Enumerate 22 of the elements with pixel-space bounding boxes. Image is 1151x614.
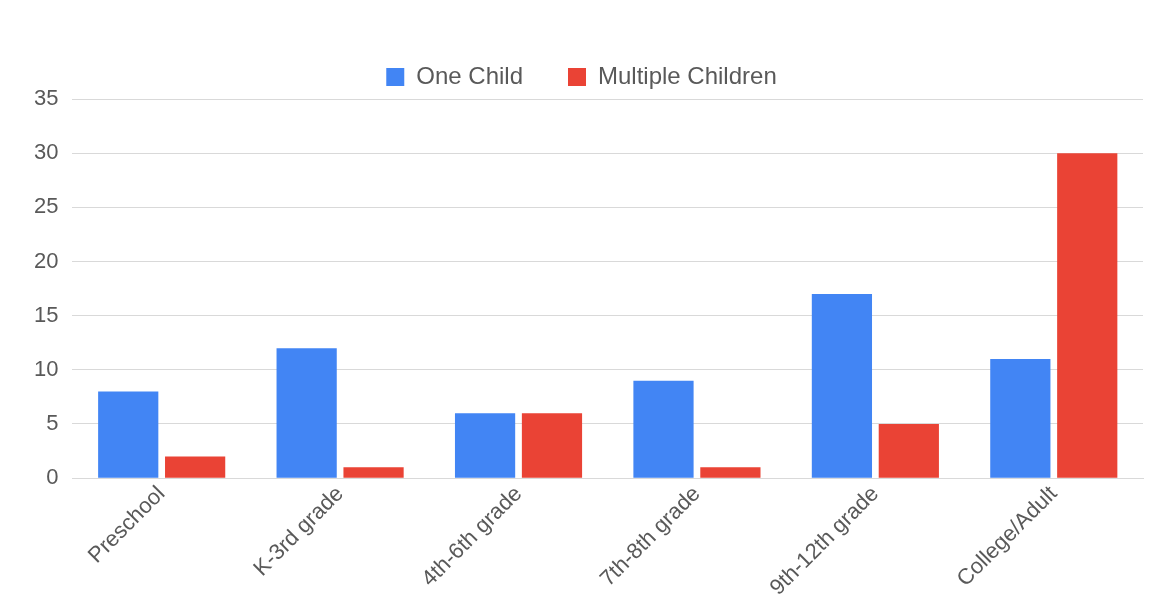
bar — [633, 380, 694, 478]
bar — [276, 348, 337, 478]
bar — [990, 358, 1051, 478]
y-tick-label: 15 — [33, 301, 59, 327]
bar — [98, 391, 159, 478]
y-tick-label: 25 — [33, 193, 59, 219]
legend-label: Multiple Children — [597, 61, 777, 89]
y-tick-label: 5 — [46, 410, 59, 436]
legend-label: One Child — [416, 61, 523, 89]
y-tick-label: 20 — [33, 247, 59, 273]
bar — [811, 293, 873, 478]
bar — [454, 413, 516, 478]
bar — [878, 423, 939, 478]
y-tick-label: 10 — [33, 355, 59, 381]
bar — [165, 456, 226, 478]
bar — [1057, 153, 1118, 478]
bar — [521, 413, 583, 478]
y-tick-label: 30 — [33, 139, 59, 165]
y-tick-label: 35 — [33, 85, 59, 111]
bar — [343, 467, 404, 478]
bar — [700, 467, 761, 478]
y-tick-label: 0 — [46, 464, 59, 490]
